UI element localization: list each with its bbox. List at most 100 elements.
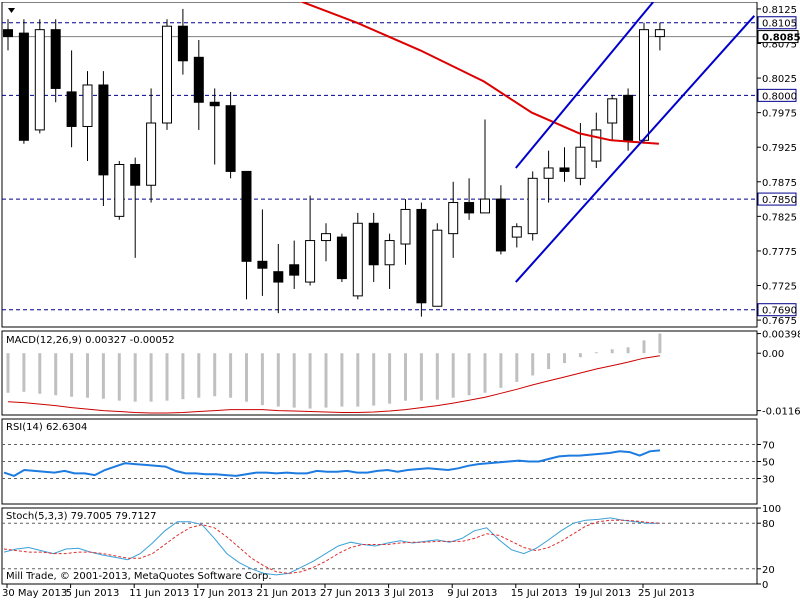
time-tick-label: 3 Jul 2013	[384, 588, 434, 599]
macd-tick-label: 0.00	[762, 349, 784, 360]
candle-bull	[591, 129, 602, 162]
macd-histogram-bar	[419, 353, 423, 401]
stoch-main-line	[3, 517, 660, 576]
candle-bull	[432, 229, 443, 307]
macd-histogram-bar	[54, 353, 58, 396]
stoch-panel: 100 80 20 0 Stoch(5,3,3) 79.7005 79.7127 Mi…	[1, 504, 781, 591]
macd-histogram-bar	[642, 340, 646, 354]
price-axis: 0.8125 0.8075 0.8025 0.7975 0.7925 0.7875 0.78…	[757, 5, 797, 327]
rsi-line	[3, 449, 661, 477]
candle-bear	[18, 32, 29, 141]
price-level-label: 0.8105	[762, 19, 797, 30]
stoch-tick-label: 100	[762, 504, 781, 515]
candle-bear	[225, 105, 236, 172]
macd-histogram-bar	[229, 353, 233, 398]
macd-histogram-bar	[22, 353, 26, 392]
macd-histogram-bar	[86, 353, 89, 398]
time-tick-label: 25 Jul 2013	[638, 588, 695, 599]
candle-bull	[321, 233, 331, 242]
candle-bear	[130, 164, 141, 186]
macd-signal-line	[7, 355, 660, 414]
price-tick-label: 0.7925	[762, 143, 797, 154]
price-level-box	[757, 192, 797, 206]
rsi-panel: 70 50 30 RSI(14) 62.6304	[1, 418, 775, 505]
price-tick-label: 0.8075	[762, 39, 797, 50]
candle-bull	[400, 208, 411, 245]
candle-bull	[543, 167, 554, 179]
candles	[3, 8, 665, 317]
macd-histogram-bar	[531, 353, 535, 376]
last-price-box	[757, 30, 799, 44]
candle-bear	[464, 202, 475, 214]
candle-bear	[3, 29, 13, 38]
time-tick-label: 19 Jul 2013	[574, 588, 631, 599]
macd-histogram-bar	[213, 353, 217, 397]
rsi-content: 70 50 30	[2, 441, 775, 486]
candle-bear	[257, 260, 268, 269]
collapse-arrow-icon[interactable]	[8, 8, 15, 13]
price-level-label: 0.7690	[762, 306, 797, 317]
macd-histogram-bar	[149, 353, 153, 402]
price-tick-label: 0.8025	[762, 74, 797, 85]
price-tick-label: 0.7875	[762, 178, 797, 189]
time-tick-label: 15 Jul 2013	[511, 588, 568, 599]
macd-histogram-bar	[404, 353, 407, 401]
macd-histogram-bar	[133, 353, 137, 402]
macd-content: 0.00398 0.00 -0.01161	[6, 330, 800, 418]
candle-bear	[209, 101, 220, 107]
candle-bull	[305, 240, 316, 283]
macd-histogram-bar	[388, 353, 392, 404]
price-top-mask	[0, 0, 800, 2]
macd-histogram-bar	[515, 353, 519, 382]
macd-histogram-bar	[499, 353, 503, 388]
rsi-tick-label: 70	[762, 441, 775, 452]
time-tick-label: 11 Jun 2013	[129, 588, 189, 599]
candle-bear	[193, 56, 204, 103]
price-level-box	[757, 16, 797, 30]
macd-histogram-bar	[276, 353, 280, 407]
candle-bull	[654, 29, 665, 38]
candle-bear	[368, 222, 379, 266]
time-tick-label: 17 Jun 2013	[193, 588, 253, 599]
price-tick-label: 0.7775	[762, 247, 797, 258]
price-level-label: 0.8000	[762, 91, 797, 102]
time-tick-label: 21 Jun 2013	[256, 588, 316, 599]
macd-histogram-bar	[658, 333, 662, 354]
candle-bear	[495, 198, 506, 252]
macd-histogram-bar	[101, 353, 105, 399]
macd-histogram-bar	[626, 347, 630, 354]
candle-bull	[34, 29, 45, 131]
candle-bear	[336, 236, 347, 280]
price-tick-label: 0.7725	[762, 282, 797, 293]
price-level-label: 0.7850	[762, 195, 797, 206]
stoch-title: Stoch(5,3,3) 79.7005 79.7127	[6, 511, 157, 522]
candle-bear	[66, 91, 77, 127]
macd-histogram-bar	[578, 353, 582, 358]
price-tick-label: 0.8125	[762, 5, 797, 16]
price-overlays	[0, 0, 800, 283]
channel-upper-line	[515, 0, 657, 169]
copyright-text: Mill Trade, © 2001-2013, MetaQuotes Soft…	[6, 571, 272, 582]
candle-bull	[527, 177, 538, 235]
channel-lower-line	[515, 15, 756, 283]
price-level-lines: 0.8105 0.8000 0.7850 0.7690 0.8085	[2, 16, 800, 317]
candle-bull	[639, 29, 649, 141]
macd-histogram-bar	[292, 353, 296, 408]
macd-histogram-bar	[308, 353, 312, 409]
candle-bull	[511, 226, 522, 238]
macd-histogram-bar	[451, 353, 455, 398]
stoch-tick-label: 0	[762, 580, 768, 591]
time-tick-label: 27 Jun 2013	[320, 588, 380, 599]
macd-histogram-bar	[547, 353, 551, 370]
macd-histogram-bar	[181, 353, 185, 400]
macd-histogram-bar	[38, 353, 42, 394]
candle-bull	[384, 240, 395, 266]
macd-histogram-bar	[340, 353, 344, 407]
macd-histogram-bar	[70, 353, 74, 397]
candle-bull	[448, 202, 459, 235]
macd-histogram-bar	[165, 353, 169, 401]
rsi-tick-label: 30	[762, 475, 775, 486]
price-panel: 0.8125 0.8075 0.8025 0.7975 0.7925 0.7875 0.78…	[0, 0, 800, 328]
